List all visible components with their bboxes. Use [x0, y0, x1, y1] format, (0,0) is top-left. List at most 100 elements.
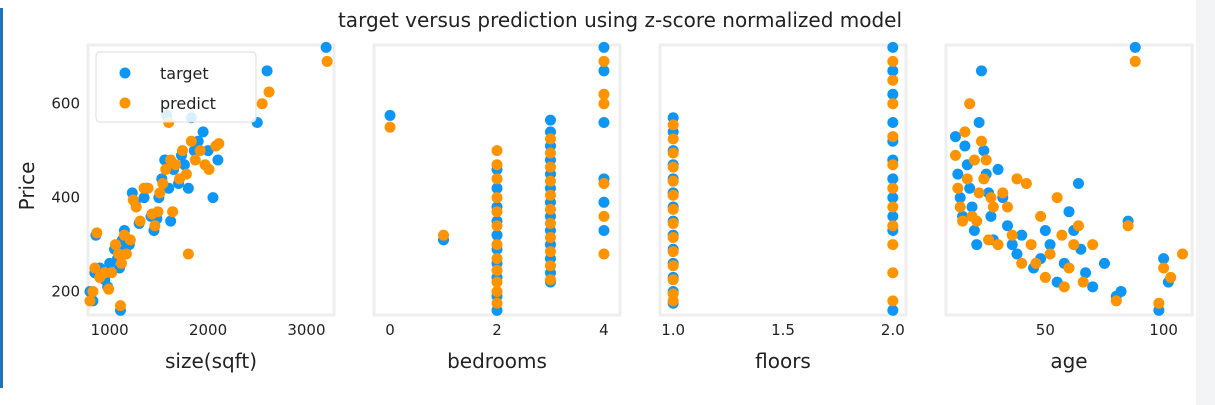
- predict-point: [1025, 239, 1037, 251]
- target-point: [887, 304, 899, 316]
- predict-point: [887, 131, 899, 143]
- x-axis-label: age: [1050, 349, 1087, 373]
- predict-point: [124, 234, 136, 246]
- target-point: [1039, 224, 1051, 236]
- panel-2: 0 2 4 bedrooms: [372, 41, 622, 373]
- predict-point: [152, 206, 164, 218]
- target-point: [949, 131, 961, 143]
- predict-point: [1153, 297, 1165, 309]
- predict-point: [667, 260, 679, 272]
- predict-point: [992, 239, 1004, 251]
- predict-point: [968, 154, 980, 166]
- predict-point: [384, 121, 396, 133]
- predict-point: [263, 86, 275, 98]
- y-axis-label: Price: [15, 162, 39, 211]
- target-point: [954, 192, 966, 204]
- predict-point: [176, 145, 188, 157]
- right-scroll-strip: [1196, 0, 1215, 405]
- panel-1: 1000 2000 3000 size(sqft) 200 400 600: [51, 41, 336, 373]
- target-point: [973, 116, 985, 128]
- target-point: [165, 215, 177, 227]
- predict-point: [964, 98, 976, 110]
- target-point: [138, 192, 150, 204]
- predict-point: [544, 217, 556, 229]
- target-point: [261, 65, 273, 77]
- predict-point: [1035, 210, 1047, 222]
- predict-point: [544, 147, 556, 159]
- target-point: [1080, 267, 1092, 279]
- predict-point: [1077, 276, 1089, 288]
- target-point: [1044, 239, 1056, 251]
- predict-point: [954, 201, 966, 213]
- predict-point: [598, 88, 610, 100]
- predict-point: [1051, 192, 1063, 204]
- predict-point: [667, 133, 679, 145]
- target-point: [598, 224, 610, 236]
- predict-point: [170, 159, 182, 171]
- target-point: [1016, 229, 1028, 241]
- target-point: [887, 41, 899, 53]
- predict-point: [491, 286, 503, 298]
- predict-point: [1020, 178, 1032, 190]
- predict-point: [1087, 239, 1099, 251]
- predict-point: [971, 215, 983, 227]
- target-point: [178, 159, 190, 171]
- predict-point: [959, 126, 971, 138]
- predict-point: [180, 168, 192, 180]
- predict-point: [667, 175, 679, 187]
- predict-point: [957, 215, 969, 227]
- legend-marker: [119, 97, 131, 109]
- target-point: [1006, 239, 1018, 251]
- target-point: [971, 239, 983, 251]
- predict-point: [1165, 271, 1177, 283]
- x-tick-label: 2: [492, 321, 502, 339]
- predict-point: [120, 248, 132, 260]
- predict-point: [980, 154, 992, 166]
- predict-point: [667, 295, 679, 307]
- predict-point: [598, 178, 610, 190]
- predict-point: [544, 203, 556, 215]
- target-point: [544, 114, 556, 126]
- predict-point: [1006, 229, 1018, 241]
- predict-point: [978, 173, 990, 185]
- legend-box: [95, 51, 257, 123]
- predict-point: [182, 248, 194, 260]
- predict-point: [491, 264, 503, 276]
- target-point: [598, 41, 610, 53]
- target-point: [1002, 220, 1013, 232]
- predict-point: [134, 215, 146, 227]
- predict-point: [983, 234, 995, 246]
- predict-point: [110, 239, 122, 251]
- predict-point: [113, 248, 125, 260]
- predict-point: [491, 239, 503, 251]
- target-point: [887, 116, 899, 128]
- predict-point: [130, 201, 142, 213]
- predict-point: [544, 260, 556, 272]
- predict-point: [1063, 262, 1075, 274]
- predict-point: [1158, 262, 1170, 274]
- predict-point: [667, 203, 679, 215]
- target-point: [1072, 178, 1084, 190]
- target-point: [959, 140, 971, 152]
- x-axis-label: bedrooms: [447, 349, 547, 373]
- x-tick-label: 1.0: [661, 321, 685, 339]
- predict-point: [544, 161, 556, 173]
- predict-point: [491, 192, 503, 204]
- predict-point: [491, 297, 503, 309]
- x-tick-label: 2.0: [881, 321, 905, 339]
- target-point: [598, 116, 610, 128]
- panel-4: 50 100 age: [944, 41, 1194, 373]
- x-tick-label: 0: [385, 321, 395, 339]
- predict-point: [667, 274, 679, 286]
- target-point: [1158, 253, 1170, 265]
- target-point: [992, 163, 1004, 175]
- predict-point: [91, 227, 103, 239]
- predict-point: [887, 182, 899, 194]
- predict-point: [667, 246, 679, 258]
- predict-point: [598, 248, 610, 260]
- predict-point: [491, 173, 503, 185]
- predict-point: [491, 159, 503, 171]
- predict-point: [961, 173, 973, 185]
- predict-point: [598, 55, 610, 67]
- panels-group: 1000 2000 3000 size(sqft) 200 400 600 0 2 4 bedroo…: [51, 41, 1194, 373]
